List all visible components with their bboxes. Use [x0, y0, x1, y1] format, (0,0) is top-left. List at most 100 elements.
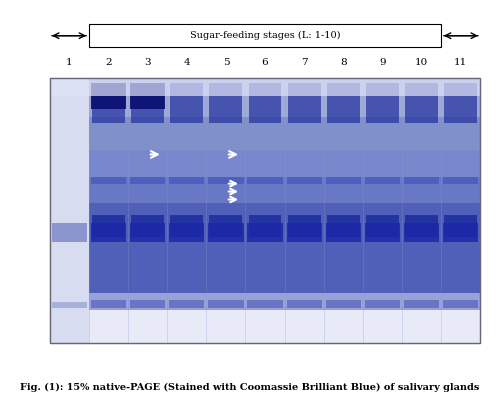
Bar: [210, 83, 242, 122]
Bar: [50, 310, 480, 313]
Bar: [286, 224, 322, 242]
Bar: [50, 131, 480, 134]
Text: 9: 9: [379, 58, 386, 67]
Text: 6: 6: [262, 58, 268, 67]
Bar: [248, 83, 282, 122]
Bar: [50, 78, 89, 343]
Bar: [443, 177, 478, 184]
Bar: [50, 207, 480, 210]
Bar: [50, 243, 480, 246]
Bar: [169, 224, 204, 242]
Bar: [326, 177, 361, 184]
Bar: [50, 224, 480, 227]
Bar: [404, 300, 439, 308]
Bar: [50, 330, 480, 333]
Bar: [50, 277, 480, 280]
Bar: [170, 215, 203, 237]
Bar: [50, 174, 480, 177]
Bar: [50, 134, 480, 137]
Bar: [327, 215, 360, 237]
Text: 1: 1: [66, 58, 73, 67]
Bar: [405, 215, 438, 237]
Bar: [50, 266, 480, 270]
Bar: [364, 224, 400, 242]
Bar: [91, 300, 126, 308]
Bar: [208, 300, 244, 308]
Bar: [50, 187, 480, 190]
Text: Sugar-feeding stages (L: 1-10): Sugar-feeding stages (L: 1-10): [190, 31, 340, 40]
Bar: [132, 215, 164, 237]
Bar: [50, 140, 480, 144]
Bar: [50, 157, 480, 160]
Bar: [130, 300, 166, 308]
Bar: [50, 180, 480, 184]
Bar: [50, 91, 480, 94]
Bar: [210, 215, 242, 237]
Bar: [50, 78, 480, 343]
Bar: [91, 177, 126, 184]
Bar: [50, 270, 480, 273]
Text: 11: 11: [454, 58, 467, 67]
Bar: [50, 111, 480, 114]
Bar: [169, 177, 204, 184]
Bar: [50, 137, 480, 140]
Bar: [52, 302, 87, 308]
Bar: [50, 319, 480, 323]
Text: 5: 5: [222, 58, 229, 67]
Bar: [404, 224, 439, 242]
Bar: [364, 300, 400, 308]
Bar: [50, 101, 480, 104]
Bar: [50, 184, 480, 187]
Bar: [50, 190, 480, 193]
Text: 7: 7: [301, 58, 308, 67]
Bar: [248, 224, 282, 242]
Bar: [52, 224, 87, 242]
Bar: [50, 333, 480, 336]
Bar: [248, 177, 282, 184]
Bar: [444, 215, 477, 237]
Bar: [50, 240, 480, 243]
Bar: [50, 316, 480, 319]
Bar: [91, 83, 126, 109]
Bar: [50, 299, 480, 303]
Bar: [248, 215, 282, 237]
Bar: [50, 171, 480, 174]
Bar: [50, 263, 480, 266]
Bar: [50, 326, 480, 330]
Text: 2: 2: [106, 58, 112, 67]
Bar: [50, 147, 480, 151]
Bar: [169, 300, 204, 308]
Bar: [364, 177, 400, 184]
Bar: [404, 177, 439, 184]
Bar: [50, 84, 480, 87]
Bar: [130, 83, 166, 109]
Bar: [50, 114, 480, 118]
Bar: [50, 220, 480, 224]
Bar: [405, 83, 438, 122]
Bar: [50, 167, 480, 171]
Bar: [50, 98, 480, 101]
Bar: [50, 81, 480, 84]
Bar: [50, 144, 480, 147]
Bar: [50, 230, 480, 233]
Text: Fig. (1): 15% native-PAGE (Stained with Coomassie Brilliant Blue) of salivary gl: Fig. (1): 15% native-PAGE (Stained with …: [20, 383, 479, 392]
Bar: [50, 336, 480, 339]
Bar: [50, 78, 480, 343]
Bar: [50, 107, 480, 111]
Bar: [366, 215, 398, 237]
Bar: [50, 273, 480, 277]
Bar: [248, 300, 282, 308]
Bar: [92, 83, 125, 122]
Bar: [50, 283, 480, 286]
Bar: [50, 280, 480, 283]
Bar: [50, 293, 480, 296]
Bar: [50, 177, 480, 180]
Bar: [50, 193, 480, 197]
Bar: [50, 339, 480, 343]
Bar: [130, 177, 166, 184]
Text: 10: 10: [414, 58, 428, 67]
Bar: [288, 83, 320, 122]
Text: 8: 8: [340, 58, 346, 67]
Bar: [50, 233, 480, 237]
Bar: [50, 257, 480, 260]
